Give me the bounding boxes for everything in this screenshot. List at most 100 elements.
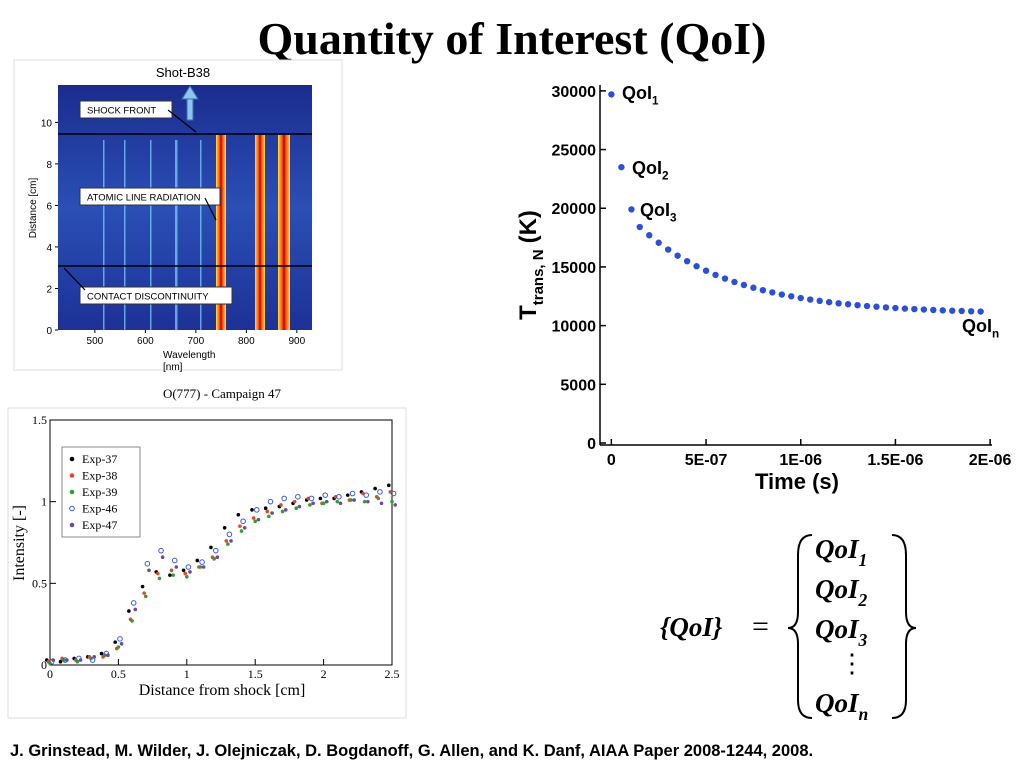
point [646, 232, 653, 239]
label-sub: 3 [858, 630, 868, 650]
point [387, 483, 391, 488]
point [253, 507, 260, 513]
point [212, 547, 219, 554]
point [958, 307, 965, 315]
point [712, 271, 719, 279]
point [873, 303, 880, 310]
point [256, 517, 261, 522]
point [366, 499, 370, 504]
point [239, 529, 244, 533]
sub-label: QoI1 [815, 534, 867, 570]
point [106, 653, 110, 657]
point [185, 575, 189, 579]
caption: O(777) - Campaign 47 [163, 386, 282, 401]
y-tick-label: 15000 [552, 260, 597, 277]
equation-relation: = [752, 610, 769, 643]
emission-line [278, 135, 290, 330]
annotation-box [79, 286, 233, 305]
sub-label: QoI2 [632, 158, 669, 182]
faint-line [150, 140, 152, 330]
annotation-box [79, 100, 173, 119]
y-tick-label: 0 [46, 326, 52, 337]
annotation-arrow [167, 109, 197, 133]
label-base: QoI [640, 200, 670, 220]
point [238, 524, 242, 528]
point [169, 568, 174, 573]
label-sub: n [859, 704, 869, 724]
label-sub: 1 [859, 550, 868, 570]
y-axis-label: Intensity [-] [11, 505, 28, 581]
faint-line [103, 140, 105, 330]
point [939, 307, 946, 314]
x-tick-label: 1.5E-06 [867, 452, 923, 469]
right-brace [891, 534, 917, 719]
y-tick-label: 1.5 [32, 413, 47, 427]
label-sub: 2 [662, 169, 669, 182]
point [229, 539, 233, 543]
label-base: T [515, 305, 542, 320]
y-tick-label: 5000 [560, 377, 596, 394]
annotation: SHOCK FRONT [87, 106, 156, 117]
point [226, 542, 230, 546]
annotation-arrow [63, 267, 86, 291]
point [967, 308, 975, 315]
y-axis-label: Ttrans, N (K) [515, 210, 547, 320]
point [199, 559, 205, 565]
point [171, 573, 175, 577]
x-tick-label: 500 [87, 336, 104, 347]
x-axis-label: Distance from shock [cm] [139, 682, 306, 699]
y-tick-label: 0.5 [32, 576, 47, 590]
point [664, 246, 672, 253]
point [920, 306, 928, 313]
annotation: ATOMIC LINE RADIATION [87, 193, 201, 204]
legend-label: Exp-38 [82, 469, 117, 483]
label-base: QoI [632, 158, 662, 178]
x-tick-label: 0 [607, 452, 616, 469]
point [863, 302, 871, 310]
point [292, 499, 297, 504]
point [608, 91, 615, 98]
point [222, 526, 227, 530]
plot-frame [49, 419, 393, 666]
point [295, 493, 301, 500]
point [116, 645, 121, 649]
sub-label: QoIn [815, 688, 868, 724]
point [693, 263, 700, 270]
point [280, 509, 285, 514]
point [901, 305, 909, 312]
point [242, 526, 247, 530]
label-base: QoI [815, 688, 860, 718]
point [393, 503, 398, 507]
point [390, 490, 397, 497]
point [750, 284, 757, 291]
point [51, 658, 55, 662]
point [198, 565, 203, 569]
y-tick-label: 8 [46, 160, 52, 171]
sub-label: QoI2 [815, 574, 868, 610]
point [127, 609, 131, 613]
slide-title: Quantity of Interest (QoI) [258, 13, 767, 64]
x-tick-label: 900 [289, 336, 306, 347]
point [618, 163, 625, 171]
annotation-box [79, 187, 221, 206]
point [270, 511, 274, 515]
emission-line [255, 135, 265, 330]
point [349, 490, 356, 497]
x-tick-label: 1.5 [248, 667, 263, 681]
y-tick-label: 1 [41, 495, 47, 509]
point [308, 495, 315, 502]
point [251, 516, 256, 520]
point [226, 531, 233, 538]
point [185, 564, 192, 570]
point [349, 498, 353, 502]
point [188, 570, 192, 574]
point [140, 584, 145, 589]
faint-line [200, 140, 202, 330]
point [297, 504, 302, 509]
y-tick-label: 30000 [552, 84, 597, 101]
citation: J. Grinstead, M. Wilder, J. Olejniczak, … [10, 742, 813, 760]
point [325, 499, 329, 504]
point [183, 571, 187, 576]
x-tick-label: 2.5 [385, 667, 400, 681]
spectrogram-title: Shot-B38 [156, 65, 210, 80]
